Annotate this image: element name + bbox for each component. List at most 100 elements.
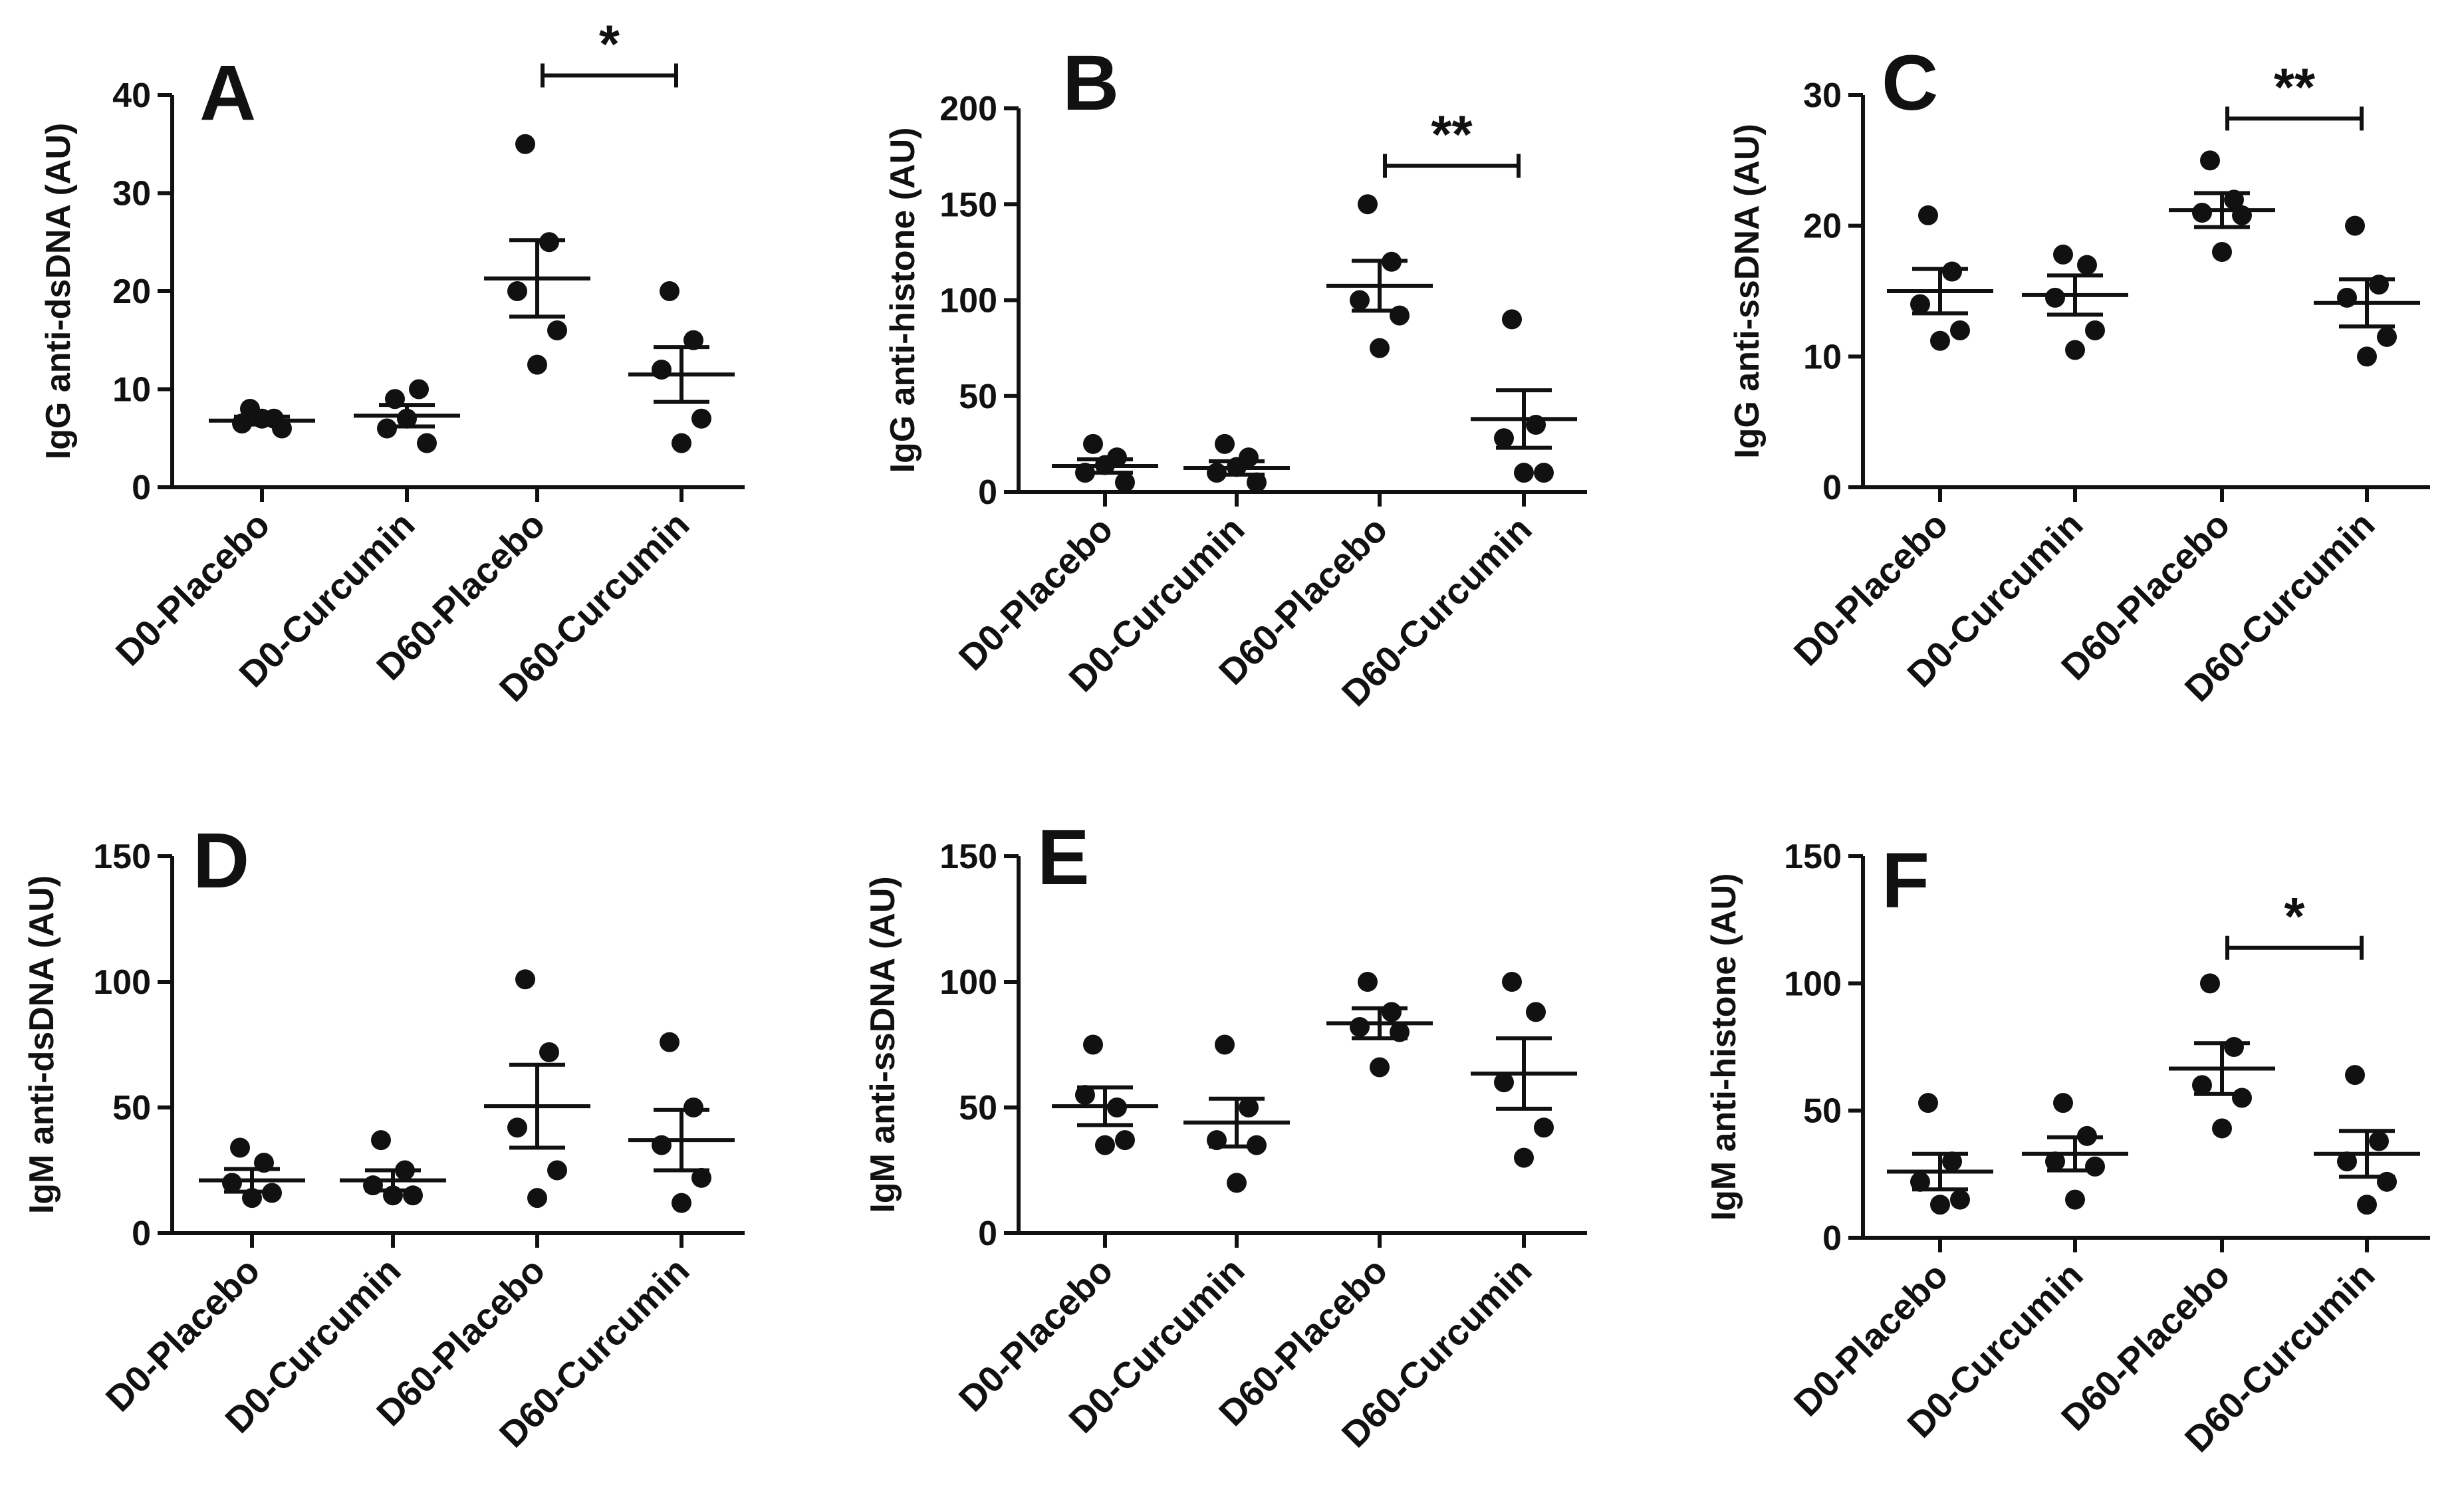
- data-point: [2053, 1093, 2073, 1113]
- data-point: [1918, 205, 1938, 225]
- group-2: [484, 969, 590, 1209]
- data-point: [683, 1098, 703, 1117]
- y-tick-label: 50: [959, 378, 997, 416]
- y-tick-label: 20: [1803, 207, 1842, 246]
- data-point: [1350, 1017, 1370, 1038]
- data-point: [2377, 326, 2397, 347]
- data-point: [1083, 433, 1103, 454]
- data-point: [1950, 1189, 1970, 1210]
- data-point: [1910, 294, 1930, 314]
- group-0: [199, 1137, 305, 1209]
- y-axis-title: IgM anti-histone (AU): [1705, 873, 1743, 1221]
- y-tick-label: 100: [1784, 965, 1842, 1003]
- data-point: [547, 1160, 567, 1181]
- significance-label: **: [2274, 57, 2316, 116]
- data-point: [2345, 1065, 2365, 1086]
- data-point: [2224, 1037, 2244, 1057]
- group-3: [628, 1032, 735, 1213]
- data-point: [2085, 320, 2105, 340]
- y-tick-label: 0: [132, 1214, 151, 1253]
- group-2: [484, 134, 590, 375]
- data-point: [2045, 1151, 2065, 1172]
- data-point: [1382, 1002, 1402, 1022]
- data-point: [527, 1188, 547, 1209]
- y-tick-label: 150: [939, 838, 997, 876]
- data-point: [1370, 1057, 1390, 1078]
- data-point: [1494, 428, 1514, 449]
- y-tick-label: 0: [1822, 1219, 1842, 1258]
- y-tick-label: 50: [959, 1089, 997, 1127]
- data-point: [1370, 338, 1390, 358]
- data-point: [1083, 1034, 1103, 1055]
- data-point: [1115, 472, 1135, 493]
- data-point: [1502, 972, 1522, 992]
- group-3: [2314, 1065, 2420, 1215]
- panel-letter: F: [1882, 837, 1929, 925]
- data-point: [1950, 320, 1970, 340]
- y-tick-label: 40: [112, 76, 151, 115]
- data-point: [1494, 1072, 1514, 1093]
- data-point: [1930, 330, 1950, 351]
- y-tick-label: 0: [978, 473, 997, 512]
- data-point: [2357, 346, 2377, 367]
- data-point: [672, 1193, 691, 1213]
- data-point: [660, 281, 679, 301]
- data-point: [1526, 1002, 1546, 1022]
- y-tick-label: 0: [1822, 469, 1842, 507]
- significance-label: **: [1431, 105, 1473, 164]
- group-1: [2022, 244, 2128, 360]
- data-point: [409, 379, 429, 400]
- y-tick-label: 50: [112, 1089, 151, 1127]
- data-point: [1358, 972, 1378, 992]
- data-point: [1247, 472, 1267, 493]
- y-tick-label: 100: [939, 282, 997, 320]
- data-point: [2065, 1189, 2085, 1210]
- data-point: [1514, 1147, 1534, 1168]
- y-axis-title: IgM anti-ssDNA (AU): [864, 876, 902, 1213]
- y-tick-label: 200: [939, 90, 997, 128]
- data-point: [2085, 1156, 2105, 1177]
- group-2: [2169, 150, 2275, 262]
- group-3: [1471, 972, 1577, 1168]
- data-point: [2337, 1151, 2357, 1172]
- group-0: [1052, 1034, 1158, 1155]
- panel-letter: C: [1882, 39, 1938, 127]
- data-point: [672, 433, 691, 453]
- group-3: [1471, 309, 1577, 483]
- y-tick-label: 20: [112, 273, 151, 311]
- data-point: [1239, 1098, 1259, 1117]
- panel-letter: E: [1037, 814, 1090, 901]
- data-point: [539, 1042, 559, 1062]
- data-point: [1502, 309, 1522, 330]
- data-point: [660, 1032, 679, 1052]
- data-point: [515, 969, 535, 990]
- y-axis-title: IgM anti-dsDNA (AU): [23, 875, 61, 1214]
- group-0: [1887, 205, 1993, 351]
- group-1: [340, 1130, 446, 1206]
- y-tick-label: 30: [1803, 76, 1842, 115]
- data-point: [2065, 340, 2085, 360]
- data-point: [2212, 1118, 2232, 1139]
- panel-letter: B: [1062, 39, 1119, 127]
- data-point: [1358, 194, 1378, 215]
- data-point: [1350, 290, 1370, 310]
- data-point: [527, 354, 547, 375]
- data-point: [2345, 215, 2365, 236]
- data-point: [417, 433, 437, 453]
- data-point: [1910, 1171, 1930, 1192]
- data-point: [547, 320, 567, 340]
- group-1: [1183, 1034, 1290, 1193]
- group-1: [1183, 433, 1290, 493]
- data-point: [2077, 255, 2097, 275]
- data-point: [2369, 1131, 2389, 1151]
- data-point: [691, 1167, 711, 1188]
- data-point: [1942, 261, 1962, 282]
- group-3: [628, 281, 735, 453]
- significance-label: *: [599, 15, 620, 74]
- y-tick-label: 150: [939, 185, 997, 224]
